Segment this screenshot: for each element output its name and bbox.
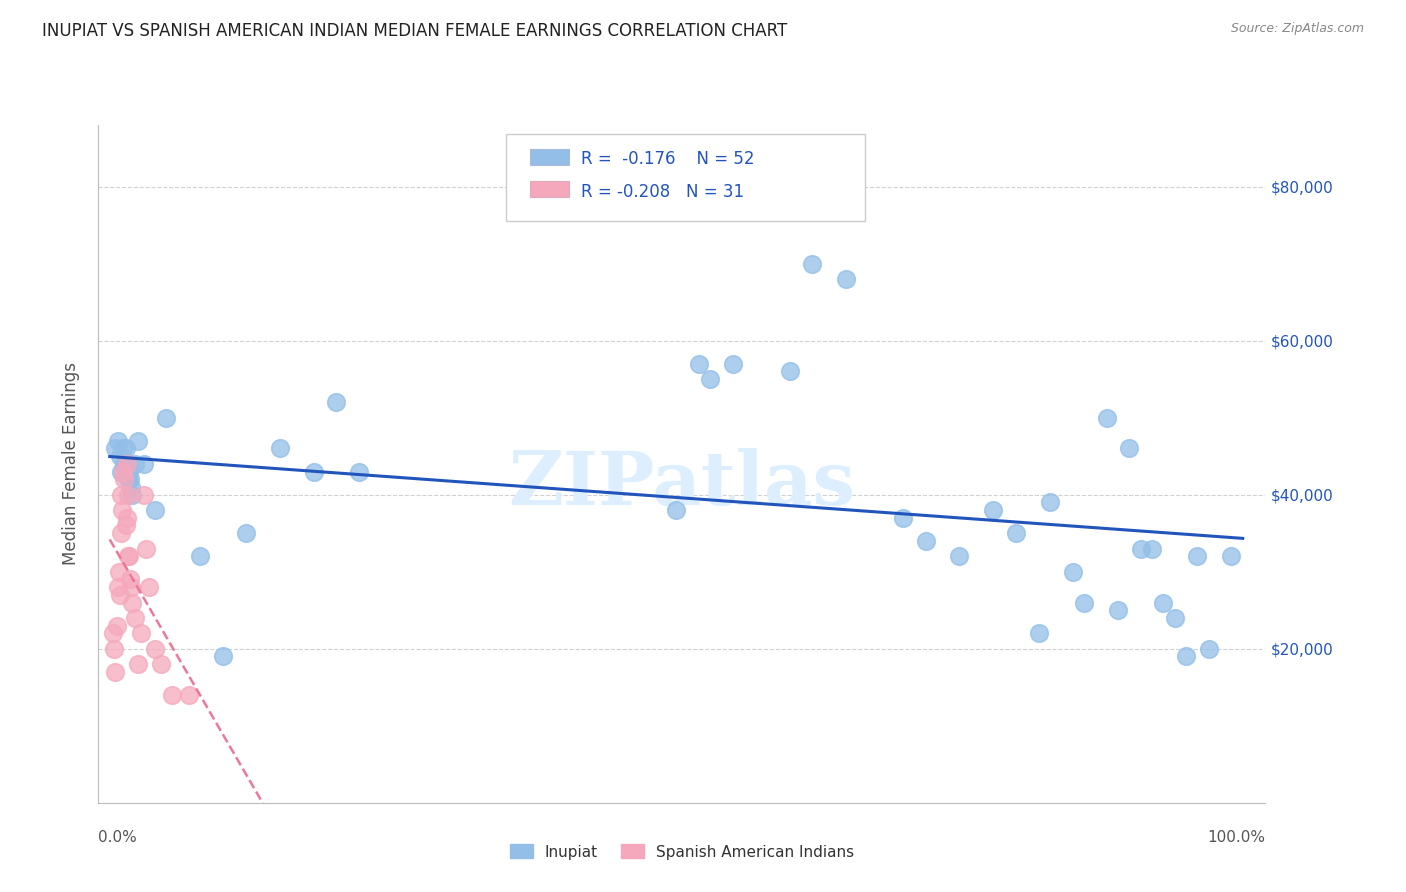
Point bbox=[111, 503, 134, 517]
Point bbox=[1005, 526, 1028, 541]
Point bbox=[120, 472, 142, 486]
Point bbox=[1129, 541, 1152, 556]
Point bbox=[1039, 495, 1062, 509]
Point bbox=[1175, 649, 1198, 664]
Point bbox=[115, 510, 138, 524]
Point bbox=[120, 480, 142, 494]
Point bbox=[127, 434, 149, 448]
Point bbox=[135, 541, 157, 556]
Point bbox=[118, 465, 141, 479]
Point bbox=[124, 611, 146, 625]
Text: 0.0%: 0.0% bbox=[98, 830, 138, 845]
Point bbox=[103, 641, 125, 656]
Point bbox=[131, 626, 153, 640]
Text: ZIPatlas: ZIPatlas bbox=[509, 448, 855, 521]
Point bbox=[665, 503, 688, 517]
Point bbox=[115, 457, 138, 471]
Point bbox=[110, 488, 132, 502]
Point bbox=[118, 549, 141, 564]
Point bbox=[212, 649, 235, 664]
Point bbox=[1220, 549, 1243, 564]
Point bbox=[104, 442, 127, 456]
Legend: Inupiat, Spanish American Indians: Inupiat, Spanish American Indians bbox=[510, 845, 853, 860]
Point bbox=[117, 472, 139, 486]
Point bbox=[108, 588, 131, 602]
Point bbox=[948, 549, 970, 564]
Point bbox=[891, 510, 914, 524]
Point bbox=[190, 549, 212, 564]
Point bbox=[1198, 641, 1220, 656]
Y-axis label: Median Female Earnings: Median Female Earnings bbox=[62, 362, 80, 566]
Point bbox=[779, 364, 801, 378]
Point bbox=[1187, 549, 1209, 564]
Point bbox=[114, 457, 136, 471]
Point bbox=[1152, 595, 1174, 609]
Point bbox=[117, 549, 139, 564]
Point bbox=[143, 641, 166, 656]
Point bbox=[177, 688, 200, 702]
Point bbox=[688, 357, 710, 371]
Point bbox=[112, 465, 135, 479]
Point bbox=[114, 472, 136, 486]
Point bbox=[120, 573, 142, 587]
Text: R =  -0.176    N = 52: R = -0.176 N = 52 bbox=[581, 150, 754, 168]
Point bbox=[1164, 611, 1187, 625]
Point bbox=[1028, 626, 1050, 640]
Point bbox=[835, 272, 858, 286]
Text: R = -0.208   N = 31: R = -0.208 N = 31 bbox=[581, 183, 744, 201]
Point bbox=[699, 372, 721, 386]
Point bbox=[117, 488, 139, 502]
Point bbox=[914, 533, 936, 548]
Point bbox=[1140, 541, 1163, 556]
Point bbox=[160, 688, 183, 702]
Point bbox=[104, 665, 127, 679]
Point bbox=[112, 442, 135, 456]
Point bbox=[115, 457, 138, 471]
Point bbox=[269, 442, 291, 456]
Point bbox=[101, 626, 124, 640]
Point bbox=[1107, 603, 1129, 617]
Point bbox=[108, 565, 131, 579]
Point bbox=[801, 256, 824, 270]
Point bbox=[325, 395, 347, 409]
Point bbox=[1073, 595, 1095, 609]
Point bbox=[114, 518, 136, 533]
Point bbox=[721, 357, 744, 371]
Point bbox=[108, 449, 131, 463]
Point bbox=[107, 434, 129, 448]
Point bbox=[155, 410, 177, 425]
Point bbox=[110, 526, 132, 541]
Point bbox=[110, 465, 132, 479]
Point bbox=[983, 503, 1005, 517]
Point bbox=[132, 488, 155, 502]
Text: INUPIAT VS SPANISH AMERICAN INDIAN MEDIAN FEMALE EARNINGS CORRELATION CHART: INUPIAT VS SPANISH AMERICAN INDIAN MEDIA… bbox=[42, 22, 787, 40]
Point bbox=[1062, 565, 1084, 579]
Point bbox=[302, 465, 325, 479]
Point bbox=[138, 580, 160, 594]
Point bbox=[120, 580, 142, 594]
Point bbox=[114, 442, 136, 456]
Point bbox=[347, 465, 370, 479]
Point bbox=[105, 618, 128, 632]
Point bbox=[143, 503, 166, 517]
Point bbox=[1118, 442, 1140, 456]
Point bbox=[107, 580, 129, 594]
Text: Source: ZipAtlas.com: Source: ZipAtlas.com bbox=[1230, 22, 1364, 36]
Text: 100.0%: 100.0% bbox=[1208, 830, 1265, 845]
Point bbox=[149, 657, 172, 672]
Point bbox=[127, 657, 149, 672]
Point bbox=[1095, 410, 1118, 425]
Point bbox=[124, 457, 146, 471]
Point bbox=[121, 488, 143, 502]
Point bbox=[235, 526, 257, 541]
Point bbox=[132, 457, 155, 471]
Point bbox=[121, 595, 143, 609]
